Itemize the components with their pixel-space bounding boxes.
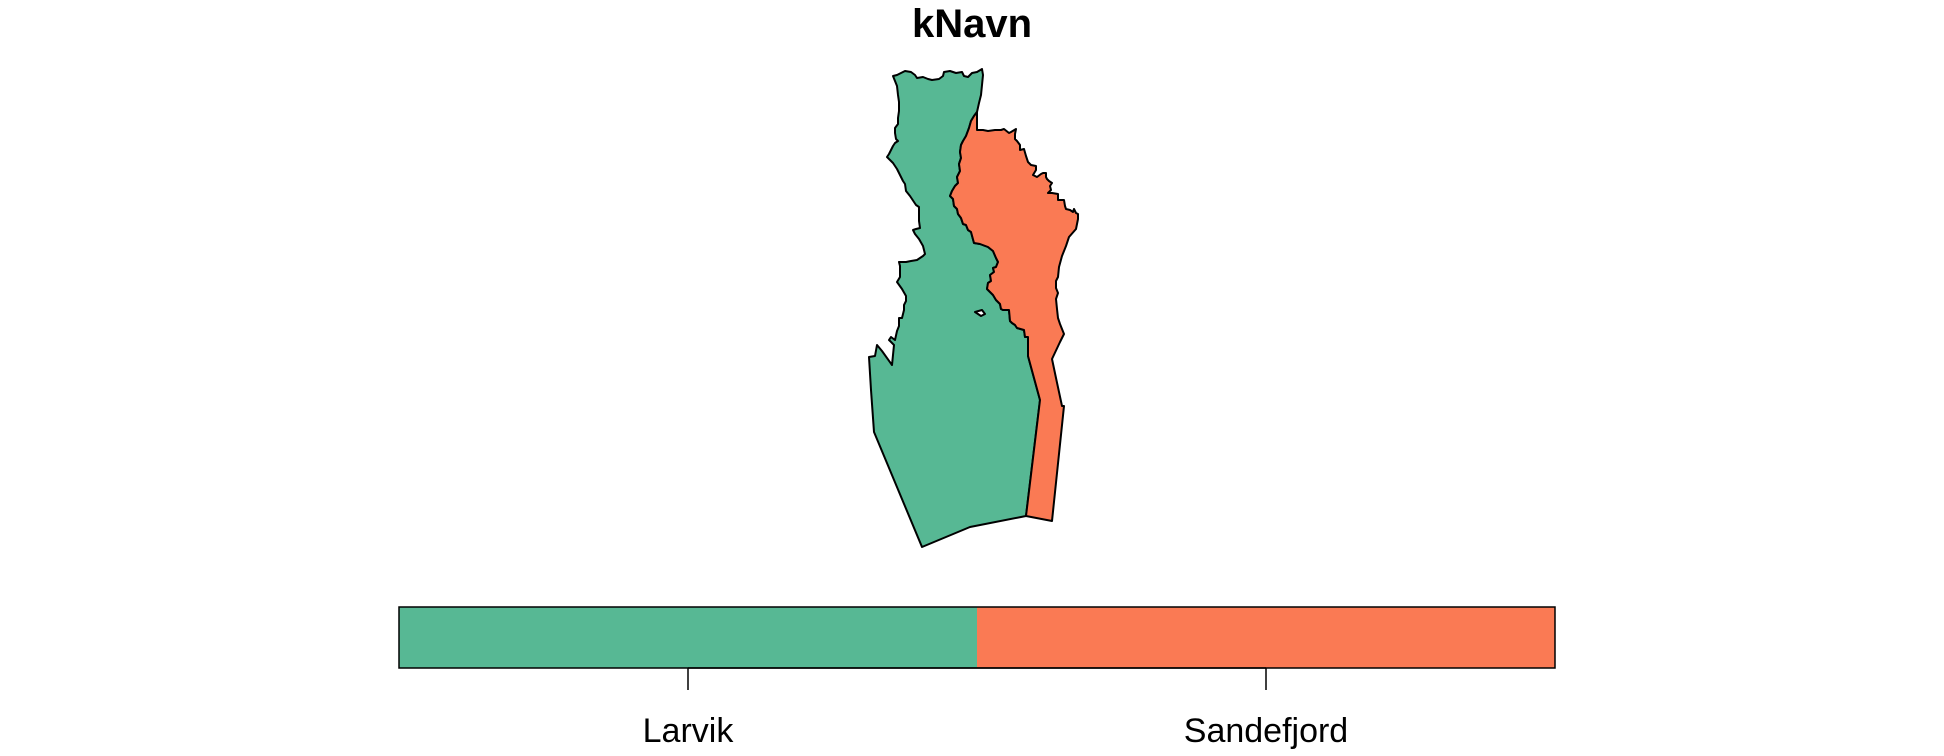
legend-swatch-larvik	[399, 607, 977, 668]
region-sandefjord[interactable]	[949, 111, 1079, 522]
legend-colorbar	[398, 606, 1556, 690]
legend-swatch-sandefjord	[977, 607, 1555, 668]
legend-label-larvik: Larvik	[642, 712, 734, 750]
map-title: kNavn	[911, 2, 1033, 46]
legend-label-sandefjord: Sandefjord	[1183, 712, 1349, 750]
